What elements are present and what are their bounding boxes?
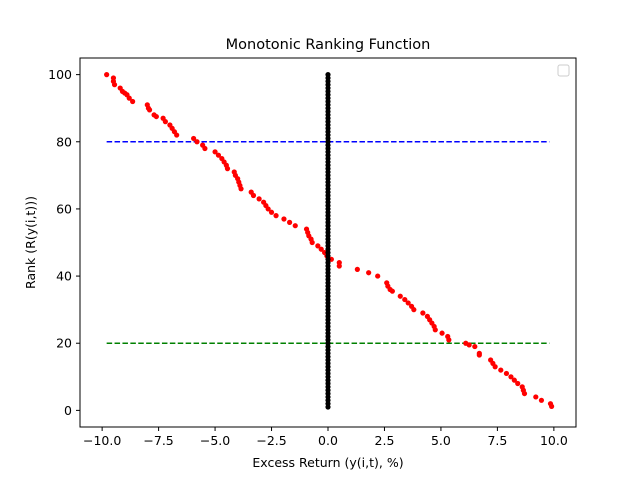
scatter-point: [498, 367, 504, 373]
scatter-point: [273, 213, 279, 219]
scatter-point: [538, 397, 545, 403]
scatter-point: [238, 186, 244, 192]
chart-title: Monotonic Ranking Function: [226, 37, 431, 53]
x-tick-label: −5.0: [200, 433, 230, 448]
y-tick-label: 40: [56, 269, 72, 284]
scatter-point: [439, 330, 445, 336]
scatter-point: [466, 342, 472, 348]
scatter-point: [405, 300, 411, 306]
scatter-point: [162, 119, 168, 125]
scatter-point: [503, 370, 510, 377]
scatter-point: [287, 219, 293, 225]
y-tick-label: 0: [64, 403, 72, 418]
scatter-point: [126, 95, 132, 101]
scatter-point: [268, 209, 275, 215]
scatter-point: [130, 98, 136, 105]
scatter-point: [215, 152, 222, 158]
x-tick-label: 0.0: [318, 433, 338, 448]
scatter-point: [202, 145, 208, 152]
scatter-point: [366, 270, 372, 276]
scatter-point: [336, 263, 342, 269]
scatter-point: [549, 403, 555, 409]
scatter-point: [446, 337, 452, 343]
scatter-point: [389, 288, 395, 294]
scatter-point: [472, 343, 478, 350]
y-tick-label: 20: [56, 336, 72, 351]
scatter-point: [281, 216, 287, 222]
x-tick-label: 7.5: [487, 433, 507, 448]
y-tick-label: 60: [56, 201, 72, 216]
x-tick-label: 2.5: [375, 433, 395, 448]
y-tick-label: 100: [48, 67, 72, 82]
scatter-point: [194, 139, 200, 145]
scatter-point: [402, 296, 408, 303]
x-tick-label: −7.5: [143, 433, 173, 448]
scatter-point: [354, 266, 360, 272]
x-tick-label: −2.5: [256, 433, 286, 448]
scatter-point: [492, 364, 498, 370]
scatter-point: [411, 307, 417, 313]
scatter-point: [432, 327, 438, 333]
scatter-point: [265, 206, 271, 212]
scatter-point: [515, 380, 521, 387]
scatter-point: [511, 377, 517, 383]
scatter-point: [153, 113, 159, 120]
scatter-point: [508, 374, 514, 380]
y-tick-label: 80: [56, 134, 72, 149]
scatter-point: [146, 107, 153, 113]
x-tick-label: −10.0: [83, 433, 121, 448]
scatter-point: [224, 166, 231, 172]
scatter-point: [315, 243, 321, 249]
scatter-point: [174, 132, 180, 138]
scatter-point: [250, 192, 257, 199]
scatter-point: [191, 135, 197, 142]
scatter-point: [521, 390, 528, 397]
scatter-point: [309, 239, 315, 246]
scatter-point: [212, 149, 218, 155]
scatter-point: [397, 293, 403, 299]
scatter-point: [292, 223, 298, 229]
scatter-point: [420, 310, 426, 316]
scatter-point: [104, 72, 110, 78]
y-axis-label: Rank (R(y(i,t))): [23, 196, 38, 289]
x-tick-label: 10.0: [540, 433, 568, 448]
scatter-point: [111, 82, 118, 88]
scatter-point: [325, 72, 331, 78]
scatter-point: [533, 394, 539, 400]
x-axis-label: Excess Return (y(i,t), %): [252, 455, 403, 470]
axis-ticks: −10.0 −7.5 −5.0 −2.5 0.0 2.5 5.0 7.5 10.0 0 20 40 60…: [48, 67, 568, 448]
scatter-point: [476, 352, 482, 358]
data-points: [104, 72, 555, 410]
legend: [557, 64, 570, 77]
x-tick-label: 5.0: [431, 433, 451, 448]
scatter-point: [256, 196, 262, 202]
scatter-point: [375, 273, 381, 279]
scatter-point: [318, 246, 324, 252]
